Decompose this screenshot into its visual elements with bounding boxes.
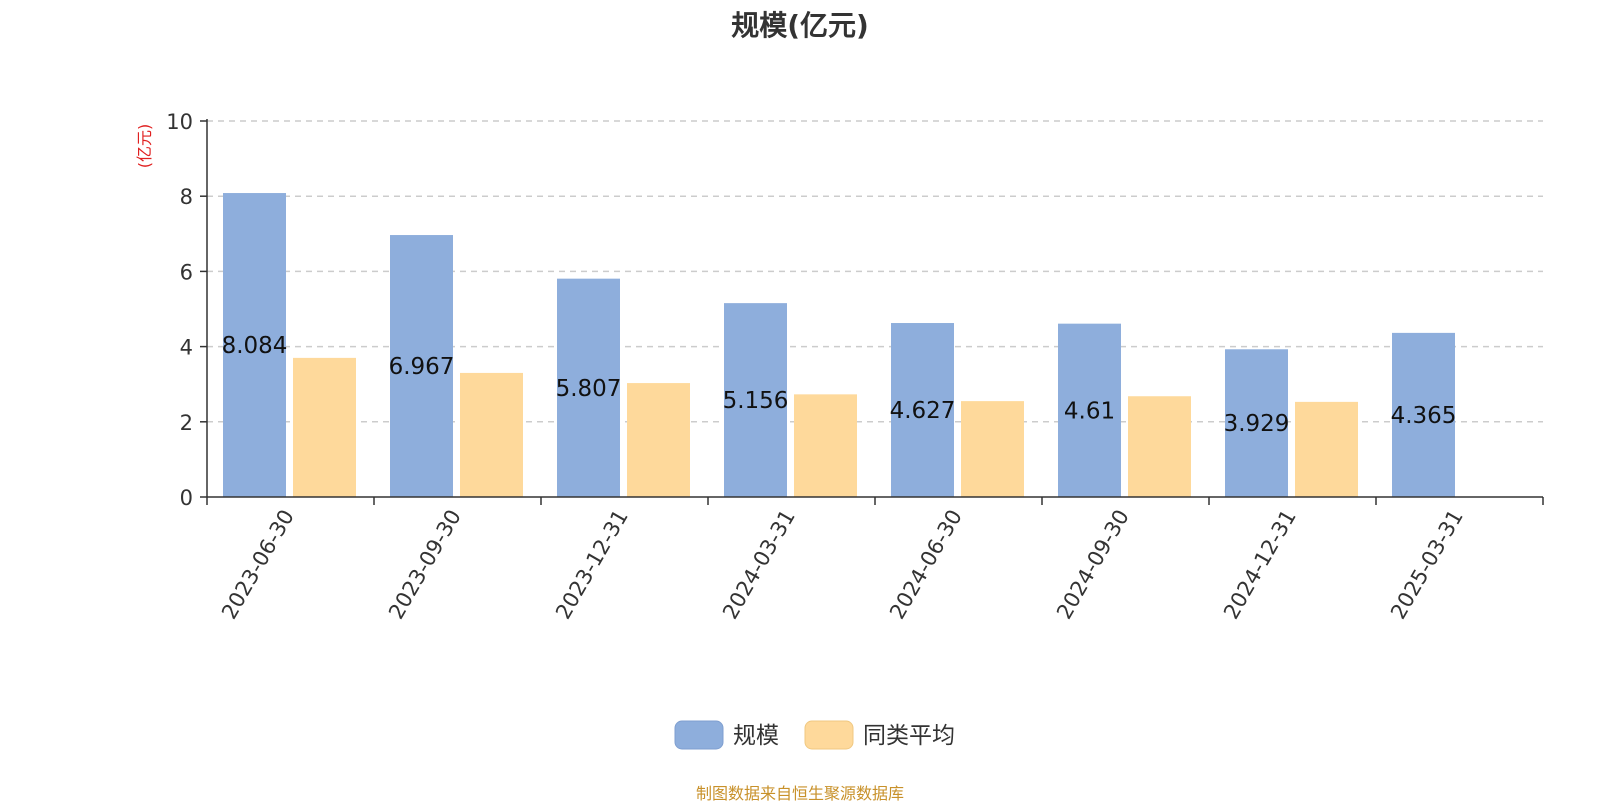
bar-value-label: 4.61 [1064,398,1115,424]
x-tick-label: 2024-03-31 [718,506,800,624]
y-tick-label: 2 [180,411,193,435]
x-tick-label: 2024-09-30 [1052,506,1134,624]
bar-guimo [1392,332,1455,497]
bar-tonglei-avg [961,401,1024,497]
y-tick-label: 6 [180,260,193,284]
legend: 规模 同类平均 [674,720,955,750]
y-axis-label: (亿元) [135,124,154,169]
bar-guimo [724,303,787,497]
bar-tonglei-avg [1295,401,1358,497]
x-tick-label: 2024-06-30 [885,506,967,624]
bar-tonglei-avg [627,383,690,497]
legend-label[interactable]: 规模 [733,723,779,749]
data-labels: 8.084 6.967 5.807 5.156 4.627 4.61 3.929 4.365 [222,333,1457,437]
x-tick-label: 2023-09-30 [384,506,466,624]
y-tick-label: 0 [180,486,193,510]
y-tick-label: 8 [180,185,193,209]
legend-label[interactable]: 同类平均 [863,723,955,749]
bar-tonglei-avg [460,372,523,497]
chart-title: 规模(亿元) [731,9,869,42]
bar-guimo [390,235,453,497]
bar-tonglei-avg [293,357,356,497]
source-note: 制图数据来自恒生聚源数据库 [695,784,904,803]
bar-tonglei-avg [1128,396,1191,497]
bars [223,193,1455,497]
bar-tonglei-avg [794,394,857,497]
bar-guimo [1058,323,1121,497]
y-tick-label: 10 [166,110,193,134]
bar-value-label: 4.365 [1391,403,1457,429]
legend-swatch[interactable] [674,720,724,750]
x-tick-label: 2025-03-31 [1386,506,1468,624]
bar-value-label: 8.084 [222,333,288,359]
y-tick-label: 4 [180,336,193,360]
bar-value-label: 3.929 [1224,411,1290,437]
bar-value-label: 4.627 [890,398,956,424]
bar-guimo [557,278,620,497]
bar-value-label: 5.156 [723,388,789,414]
x-tick-label: 2024-12-31 [1219,506,1301,624]
bar-value-label: 6.967 [389,354,455,380]
bar-guimo [223,193,286,497]
legend-swatch[interactable] [804,720,854,750]
axes: 0 2 4 6 8 10 2023-06-30 2023-09-30 2023-12-31 202… [166,110,1544,624]
x-tick-label: 2023-12-31 [551,506,633,624]
bar-value-label: 5.807 [556,376,622,402]
x-tick-label: 2023-06-30 [217,506,299,624]
bar-guimo [1225,349,1288,497]
bar-guimo [891,323,954,497]
